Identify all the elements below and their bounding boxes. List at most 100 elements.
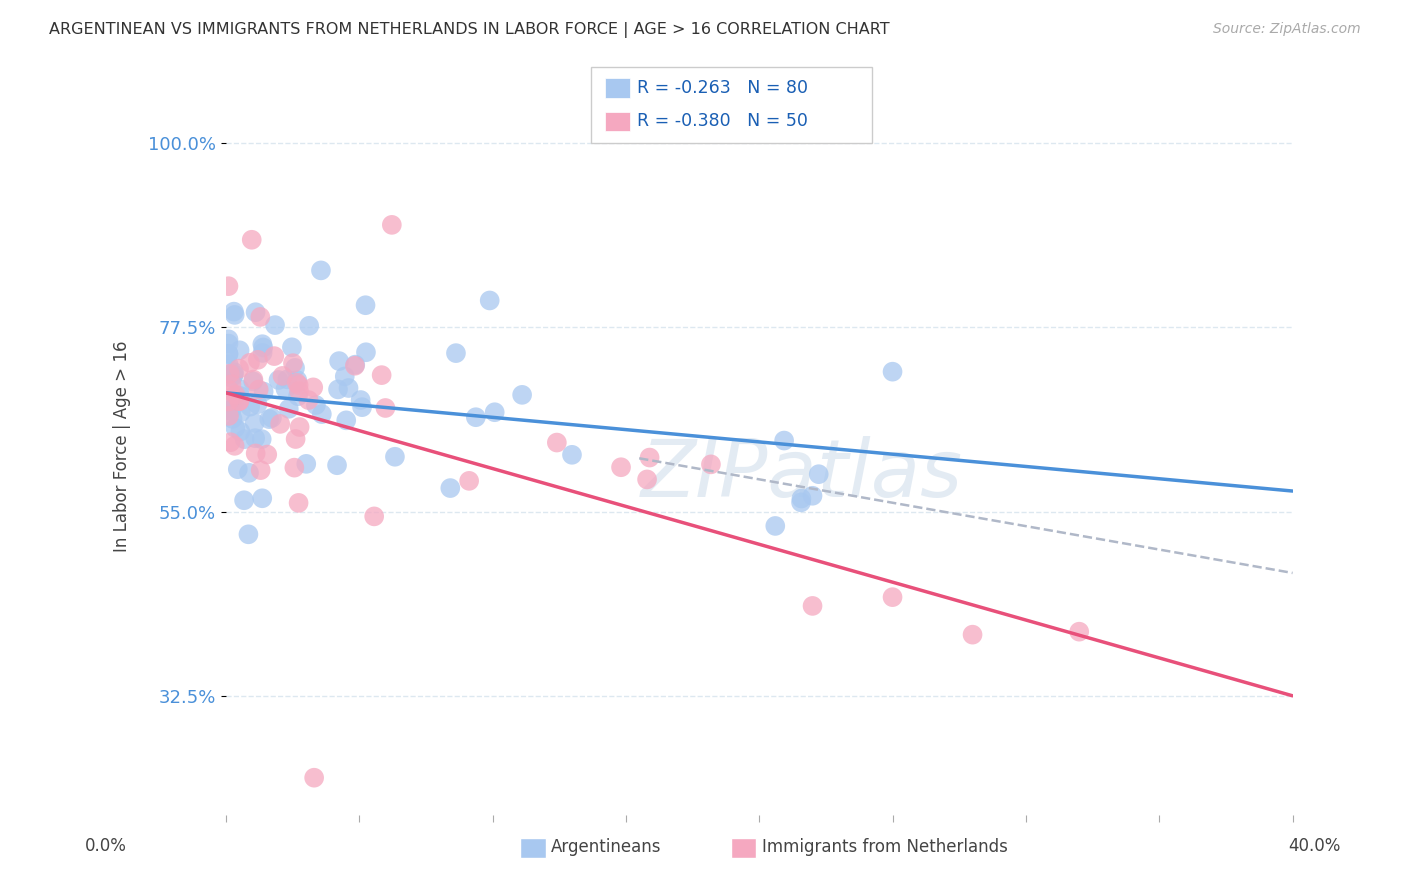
- Point: [302, 771, 325, 785]
- Point: [305, 398, 328, 412]
- Point: [790, 491, 813, 506]
- Point: [218, 409, 240, 423]
- Point: [222, 368, 245, 382]
- Point: [246, 352, 269, 367]
- Point: [233, 493, 256, 508]
- Point: [252, 346, 274, 360]
- Point: [283, 460, 305, 475]
- Point: [297, 393, 319, 408]
- Point: [269, 417, 291, 431]
- Point: [374, 401, 396, 415]
- Point: [363, 509, 385, 524]
- Point: [250, 432, 273, 446]
- Point: [242, 373, 264, 387]
- Point: [333, 369, 356, 384]
- Point: [219, 370, 242, 384]
- Point: [962, 628, 984, 642]
- Point: [344, 358, 367, 372]
- Point: [350, 392, 373, 407]
- Point: [218, 367, 240, 381]
- Point: [288, 384, 311, 398]
- Point: [882, 590, 904, 604]
- Point: [700, 458, 723, 472]
- Point: [249, 310, 271, 324]
- Point: [224, 308, 246, 322]
- Point: [222, 304, 245, 318]
- Point: [763, 519, 786, 533]
- Point: [561, 448, 583, 462]
- Point: [240, 233, 263, 247]
- Point: [801, 599, 824, 613]
- Point: [352, 400, 374, 414]
- Point: [243, 416, 266, 430]
- Text: Immigrants from Netherlands: Immigrants from Netherlands: [762, 838, 1008, 856]
- Y-axis label: In Labor Force | Age > 16: In Labor Force | Age > 16: [114, 340, 131, 552]
- Point: [298, 318, 321, 333]
- Point: [636, 472, 658, 486]
- Point: [233, 432, 256, 446]
- Point: [381, 218, 404, 232]
- Point: [326, 458, 349, 473]
- Point: [309, 263, 332, 277]
- Point: [773, 434, 796, 448]
- Point: [284, 432, 307, 446]
- Point: [218, 332, 240, 346]
- Text: R = -0.380   N = 50: R = -0.380 N = 50: [637, 112, 808, 130]
- Point: [354, 298, 377, 312]
- Point: [484, 405, 506, 419]
- Point: [638, 450, 661, 465]
- Point: [444, 346, 467, 360]
- Point: [221, 396, 243, 410]
- Point: [224, 439, 246, 453]
- Point: [326, 383, 349, 397]
- Point: [328, 354, 350, 368]
- Point: [224, 388, 246, 402]
- Point: [354, 345, 377, 359]
- Point: [807, 467, 830, 482]
- Point: [302, 380, 325, 394]
- Point: [276, 372, 298, 386]
- Point: [256, 448, 278, 462]
- Point: [801, 489, 824, 503]
- Point: [228, 343, 250, 358]
- Point: [247, 383, 270, 397]
- Point: [239, 356, 262, 370]
- Point: [285, 376, 308, 390]
- Point: [252, 491, 274, 506]
- Text: Argentineans: Argentineans: [551, 838, 662, 856]
- Point: [245, 305, 267, 319]
- Point: [277, 401, 299, 416]
- Point: [218, 346, 240, 360]
- Point: [218, 394, 240, 409]
- Point: [1069, 624, 1091, 639]
- Point: [219, 435, 242, 450]
- Point: [228, 361, 250, 376]
- Point: [882, 365, 904, 379]
- Point: [464, 410, 486, 425]
- Point: [285, 373, 308, 387]
- Point: [242, 375, 264, 389]
- Point: [478, 293, 501, 308]
- Point: [295, 457, 318, 471]
- Point: [228, 382, 250, 396]
- Point: [610, 460, 633, 475]
- Point: [263, 349, 285, 363]
- Point: [384, 450, 406, 464]
- Point: [287, 496, 309, 510]
- Point: [546, 435, 568, 450]
- Point: [337, 381, 360, 395]
- Point: [228, 394, 250, 409]
- Point: [264, 318, 287, 332]
- Point: [224, 421, 246, 435]
- Text: ZIPatlas: ZIPatlas: [641, 436, 963, 515]
- Point: [259, 412, 281, 426]
- Text: Source: ZipAtlas.com: Source: ZipAtlas.com: [1213, 22, 1361, 37]
- Point: [271, 368, 294, 383]
- Point: [238, 527, 260, 541]
- Point: [510, 388, 533, 402]
- Point: [229, 389, 252, 403]
- Point: [218, 347, 240, 361]
- Text: 0.0%: 0.0%: [84, 837, 127, 855]
- Point: [238, 466, 260, 480]
- Point: [267, 373, 290, 387]
